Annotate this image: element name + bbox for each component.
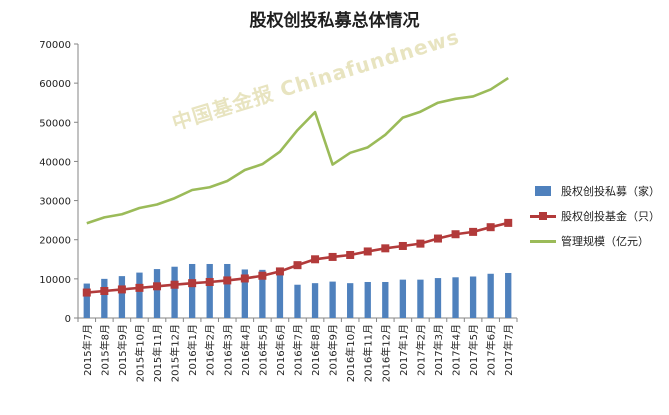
bar [364,281,371,318]
x-tick-label: 2017年3月 [432,324,445,376]
legend: 股权创投私募（家） 股权创投基金（只） 管理规模（亿元） [530,181,665,256]
legend-item-scale: 管理规模（亿元） [530,231,665,251]
x-tick-label: 2016年4月 [239,324,252,376]
bar [188,263,196,318]
bar [382,281,389,318]
point-marker [170,280,179,289]
y-tick-label: 70000 [39,40,71,51]
point-marker [381,244,390,253]
point-marker [82,288,91,297]
point-marker [240,274,249,283]
y-tick-label: 50000 [39,118,71,129]
y-tick-label: 40000 [39,157,71,168]
point-marker [451,230,460,239]
x-tick-label: 2016年1月 [186,324,199,376]
bar [241,269,248,318]
point-marker [275,267,284,276]
bar [399,279,407,318]
point-marker [398,241,407,250]
bar [417,279,424,318]
point-marker [188,279,197,288]
bar [171,266,178,318]
legend-item-firms: 股权创投私募（家） [530,181,665,201]
x-tick-label: 2016年6月 [274,324,287,376]
legend-item-funds: 股权创投基金（只） [530,206,665,226]
bar [434,278,442,318]
x-tick-label: 2015年12月 [169,324,182,382]
point-marker [223,276,232,285]
x-tick-label: 2016年7月 [292,324,305,376]
y-tick-label: 0 [65,314,71,325]
bar [101,278,108,318]
point-marker [504,218,513,227]
point-marker [293,261,302,270]
bar [487,273,494,318]
bar [505,272,512,318]
point-marker [416,239,425,248]
legend-label-scale: 管理规模（亿元） [561,235,649,248]
legend-swatch-funds [530,209,556,223]
x-tick-label: 2016年11月 [362,324,375,382]
x-tick-label: 2016年12月 [379,324,392,382]
point-marker [100,286,109,295]
point-marker [135,283,144,292]
bar [347,283,354,318]
bar [469,276,477,318]
bar [294,284,301,318]
point-marker [153,282,162,291]
series-line-scale [86,76,509,225]
y-tick-label: 60000 [39,79,71,90]
chart-title: 股权创投私募总体情况 [249,11,420,31]
point-marker [433,234,442,243]
y-tick-label: 20000 [39,236,71,247]
point-marker [469,227,478,236]
x-tick-label: 2017年4月 [450,324,463,376]
bar [311,283,319,318]
bar [206,263,213,318]
bar [452,277,459,318]
point-marker [311,255,320,264]
x-tick-label: 2016年9月 [327,324,340,376]
x-tick-label: 2017年7月 [502,324,515,376]
bar [329,281,336,318]
bar [136,272,143,318]
point-marker [486,223,495,232]
point-marker [328,252,337,261]
point-marker [117,285,126,294]
x-tick-label: 2017年1月 [397,324,410,376]
legend-label-firms: 股权创投私募（家） [561,185,660,198]
bar [259,269,266,318]
x-tick-label: 2016年10月 [344,324,357,382]
x-tick-label: 2016年8月 [309,324,322,376]
x-tick-label: 2015年7月 [81,324,94,376]
bar [153,269,161,318]
legend-swatch-bar [530,184,556,198]
y-tick-label: 30000 [39,197,71,208]
x-tick-label: 2015年9月 [116,324,129,376]
x-tick-label: 2015年11月 [151,324,164,382]
y-tick-label: 10000 [39,275,71,286]
x-tick-label: 2017年5月 [467,324,480,376]
x-tick-label: 2016年2月 [204,324,217,376]
bar [224,263,231,318]
point-marker [363,247,372,256]
bar [118,276,126,318]
bar [83,283,90,318]
legend-swatch-scale [530,234,556,248]
bar [276,273,284,318]
x-tick-label: 2016年3月 [221,324,234,376]
x-tick-label: 2016年5月 [256,324,269,376]
point-marker [205,277,214,286]
x-tick-label: 2015年8月 [98,324,111,376]
point-marker [346,250,355,259]
x-tick-label: 2015年10月 [133,324,146,382]
legend-label-funds: 股权创投基金（只） [561,210,660,223]
x-tick-label: 2017年6月 [485,324,498,376]
point-marker [258,271,267,280]
x-tick-label: 2017年2月 [414,324,427,376]
series-line-funds [86,221,509,294]
